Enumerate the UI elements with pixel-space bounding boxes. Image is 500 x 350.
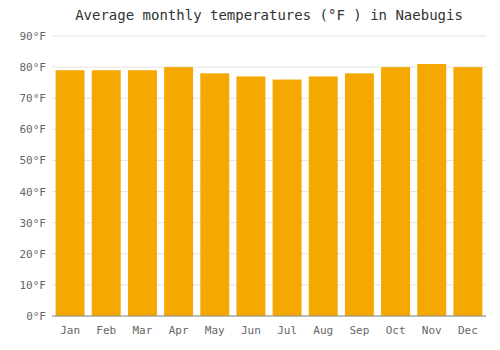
- y-grid: [52, 36, 486, 316]
- bar: [236, 76, 265, 316]
- bar: [381, 67, 410, 316]
- bar: [309, 76, 338, 316]
- bars: [56, 64, 483, 316]
- x-axis-line: [52, 316, 486, 317]
- x-tick-label: Jun: [241, 324, 261, 337]
- grid-line: [52, 36, 486, 37]
- x-tick-label: Feb: [96, 324, 116, 337]
- chart-container: Average monthly temperatures (°F ) in Na…: [0, 0, 500, 350]
- chart-title: Average monthly temperatures (°F ) in Na…: [75, 7, 463, 23]
- x-tick-label: Nov: [422, 324, 442, 337]
- y-tick-label: 10°F: [20, 279, 47, 292]
- y-tick-label: 90°F: [20, 30, 47, 43]
- y-tick-label: 30°F: [20, 217, 47, 230]
- y-tick-label: 20°F: [20, 248, 47, 261]
- y-tick-label: 80°F: [20, 61, 47, 74]
- y-tick-label: 70°F: [20, 92, 47, 105]
- y-tick-label: 60°F: [20, 123, 47, 136]
- x-tick-label: Apr: [169, 324, 189, 337]
- bar: [200, 73, 229, 316]
- x-tick-label: Dec: [458, 324, 478, 337]
- y-tick-label: 40°F: [20, 186, 47, 199]
- bar: [128, 70, 157, 316]
- bar: [453, 67, 482, 316]
- x-tick-label: Sep: [349, 324, 369, 337]
- chart-svg: Average monthly temperatures (°F ) in Na…: [0, 0, 500, 350]
- x-tick-label: Mar: [132, 324, 152, 337]
- bar: [92, 70, 121, 316]
- bar: [164, 67, 193, 316]
- y-tick-label: 0°F: [26, 310, 46, 323]
- y-tick-label: 50°F: [20, 154, 47, 167]
- x-tick-label: Jan: [60, 324, 80, 337]
- bar: [345, 73, 374, 316]
- grid-line: [52, 316, 486, 317]
- bar: [56, 70, 85, 316]
- bar: [273, 80, 302, 316]
- x-tick-label: Jul: [277, 324, 297, 337]
- x-tick-label: May: [205, 324, 225, 337]
- x-tick-label: Aug: [313, 324, 333, 337]
- bar: [417, 64, 446, 316]
- x-tick-label: Oct: [386, 324, 406, 337]
